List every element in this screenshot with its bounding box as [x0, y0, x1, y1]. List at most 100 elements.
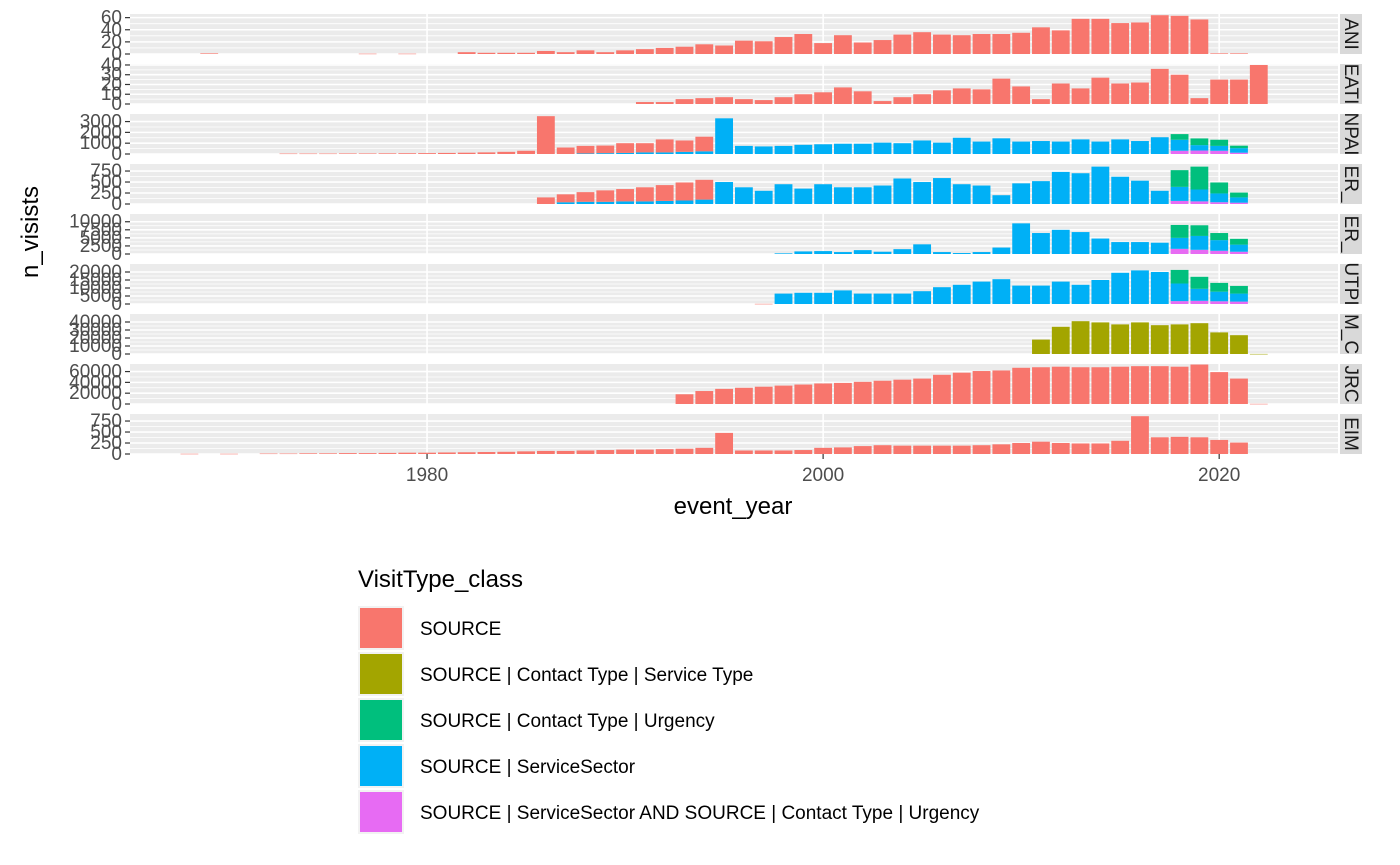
legend-title: VisitType_class	[358, 566, 523, 593]
legend-swatch	[360, 608, 402, 648]
bar	[794, 34, 813, 54]
y-tick-label: 40000	[69, 312, 122, 333]
y-tick-label: 40	[101, 55, 122, 76]
bar	[1210, 79, 1229, 104]
bar	[794, 384, 813, 404]
legend-swatch	[360, 746, 402, 786]
y-tick-label: 7500	[80, 220, 122, 241]
y-tick-label: 1000	[80, 133, 122, 154]
bar	[556, 202, 575, 204]
bar	[972, 252, 991, 254]
legend-item: SOURCE | Contact Type | Service Type	[358, 652, 753, 696]
y-tick-label: 0	[111, 144, 122, 165]
facet-strip-label: ER_	[1340, 216, 1361, 253]
y-tick-label: 20000	[69, 328, 122, 349]
bar	[1012, 86, 1031, 104]
bar	[952, 184, 971, 204]
bar	[437, 152, 456, 154]
bar	[1170, 134, 1189, 140]
bar	[952, 445, 971, 454]
bar	[913, 140, 932, 154]
bar	[1071, 232, 1090, 254]
bar	[398, 53, 417, 55]
bar	[358, 53, 377, 55]
x-tick-label: 1980	[406, 465, 448, 486]
bar	[1111, 272, 1130, 304]
bar	[1210, 291, 1229, 302]
bar	[933, 445, 951, 454]
bar	[873, 142, 892, 154]
bar	[675, 200, 694, 204]
bar	[576, 450, 595, 454]
bar	[675, 46, 694, 54]
bar	[814, 92, 833, 104]
facet-strip	[1340, 314, 1362, 354]
bar	[972, 185, 991, 204]
y-tick-label: 60	[101, 8, 122, 29]
bar	[596, 201, 615, 204]
bar	[1249, 64, 1268, 104]
y-tick-label: 3000	[80, 112, 122, 133]
y-tick-label: 500	[90, 172, 122, 193]
bar	[1032, 27, 1050, 54]
bar	[616, 189, 634, 202]
bar	[1190, 19, 1209, 55]
bar	[933, 142, 951, 154]
legend-label: SOURCE | Contact Type | Urgency	[420, 711, 715, 732]
bar	[1210, 193, 1229, 203]
bar	[814, 43, 833, 54]
bar	[933, 90, 951, 104]
bar	[1091, 443, 1110, 454]
bar	[616, 201, 634, 204]
x-axis: 1980 2000 2020	[406, 454, 1240, 486]
legend: SOURCE SOURCE | Contact Type | Service Ty…	[358, 606, 980, 834]
bar	[358, 453, 377, 454]
bar	[933, 178, 951, 204]
bar	[774, 97, 793, 104]
bar	[338, 453, 357, 454]
bar	[1131, 416, 1149, 454]
bar	[754, 450, 773, 454]
bar	[972, 34, 991, 54]
facet-strip	[1340, 414, 1362, 454]
bar	[1210, 240, 1229, 251]
bar	[1190, 225, 1209, 236]
bar	[834, 447, 852, 454]
bar	[1190, 300, 1209, 304]
bar	[635, 143, 654, 153]
bar	[1012, 285, 1031, 304]
bar	[1051, 326, 1070, 354]
bar	[873, 101, 892, 104]
bar	[715, 118, 734, 154]
bar	[200, 53, 219, 54]
bar	[655, 102, 674, 104]
bar	[1170, 324, 1189, 354]
bar	[1230, 148, 1248, 153]
bar	[1230, 192, 1248, 198]
bar	[873, 251, 892, 254]
bar	[517, 451, 535, 454]
bar	[1111, 366, 1130, 404]
bar	[1249, 353, 1268, 355]
bar	[1051, 83, 1070, 104]
bar	[1190, 201, 1209, 204]
bar	[1012, 443, 1031, 454]
facet-strip-label: EIM	[1340, 417, 1361, 451]
bar	[1131, 242, 1149, 254]
x-tick-label: 2000	[802, 465, 844, 486]
bar	[873, 380, 892, 404]
bar	[477, 52, 496, 54]
bar	[596, 52, 615, 54]
bar	[913, 445, 932, 454]
bar	[893, 379, 912, 404]
bar	[616, 50, 634, 54]
bar	[635, 449, 654, 454]
bar	[794, 292, 813, 304]
bar	[635, 187, 654, 202]
legend-item: SOURCE | Contact Type | Urgency	[358, 698, 715, 742]
y-axis-title: n_visists	[17, 186, 44, 278]
bar	[1150, 15, 1169, 55]
bar	[220, 453, 238, 455]
